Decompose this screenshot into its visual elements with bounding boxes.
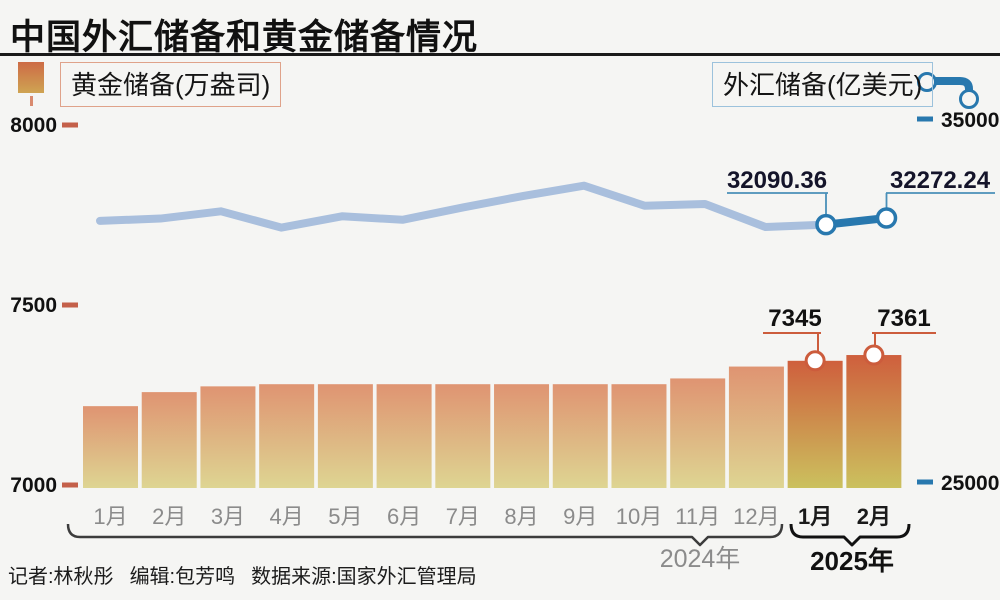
gold-callout-line-12 xyxy=(763,332,821,353)
forex-legend-line-icon xyxy=(932,77,973,94)
source-credit: 数据来源:国家外汇管理局 xyxy=(251,566,477,588)
gold-bar-1 xyxy=(141,392,197,488)
forex-line-2024 xyxy=(96,181,830,232)
forex-callout-line-12 xyxy=(727,192,828,217)
gold-bar-2 xyxy=(200,386,256,488)
gold-bar-6 xyxy=(435,384,491,488)
forex-marker-13 xyxy=(875,207,898,229)
editor-credit: 编辑:包芳鸣 xyxy=(129,566,236,588)
month-label-12: 1月 xyxy=(798,504,832,529)
gold-marker-13 xyxy=(863,344,885,366)
month-label-0: 1月 xyxy=(93,504,127,529)
title-divider xyxy=(0,53,1000,56)
gold-bar-8 xyxy=(552,384,608,488)
gold-bar-13 xyxy=(846,355,902,488)
month-label-4: 5月 xyxy=(328,504,362,529)
gold-bar-11 xyxy=(728,366,784,488)
year-label-2024: 2024年 xyxy=(660,545,741,573)
forex-callout-line-13 xyxy=(885,192,995,211)
month-label-9: 10月 xyxy=(616,504,662,529)
left-axis-label-7000: 7000 xyxy=(10,474,57,497)
forex-value-label-13: 32272.24 xyxy=(890,167,991,194)
gold-marker-12 xyxy=(804,350,826,372)
forex-legend-label: 外汇储备(亿美元) xyxy=(712,62,934,107)
gold-bar-9 xyxy=(611,384,667,488)
month-label-1: 2月 xyxy=(152,504,186,529)
forex-value-label-12: 32090.36 xyxy=(727,167,827,194)
month-label-8: 9月 xyxy=(563,504,597,529)
month-label-2: 3月 xyxy=(211,504,245,529)
reporter-credit: 记者:林秋彤 xyxy=(8,566,114,588)
right-axis-label-35000: 35000 xyxy=(941,109,999,132)
gold-legend-label: 黄金储备(万盎司) xyxy=(60,62,282,107)
gold-bar-0 xyxy=(83,406,138,488)
month-label-10: 11月 xyxy=(675,504,720,529)
gold-bar-5 xyxy=(376,384,432,488)
right-axis-label-25000: 25000 xyxy=(941,472,999,495)
gold-swatch-tick-icon xyxy=(30,96,33,106)
gold-bar-3 xyxy=(259,384,315,488)
left-axis-label-8000: 8000 xyxy=(10,114,57,137)
month-label-5: 6月 xyxy=(387,504,421,529)
gold-bar-4 xyxy=(317,384,373,488)
gold-callout-line-13 xyxy=(872,332,936,348)
gold-legend xyxy=(18,62,44,106)
month-label-13: 2月 xyxy=(857,504,891,529)
month-label-7: 8月 xyxy=(504,504,538,529)
page-title: 中国外汇储备和黄金储备情况 xyxy=(10,18,479,57)
forex-legend-marker-icon xyxy=(959,89,979,109)
month-label-6: 7月 xyxy=(446,504,480,529)
left-axis-label-7500: 7500 xyxy=(10,294,57,317)
gold-value-label-12: 7345 xyxy=(768,305,821,332)
year-bracket-2024 xyxy=(66,523,784,547)
gold-value-label-13: 7361 xyxy=(877,305,930,332)
year-bracket-2025 xyxy=(789,523,911,547)
forex-legend-marker-icon xyxy=(917,72,937,92)
year-label-2025: 2025年 xyxy=(810,546,894,576)
gold-bar-7 xyxy=(494,384,550,488)
credits-footer: 记者:林秋彤 编辑:包芳鸣 数据来源:国家外汇管理局 xyxy=(8,560,493,589)
gold-bar-10 xyxy=(670,378,726,488)
month-label-11: 12月 xyxy=(733,504,779,529)
month-label-3: 4月 xyxy=(270,504,304,529)
gold-bar-12 xyxy=(787,360,843,488)
forex-marker-12 xyxy=(815,213,837,236)
gold-gradient-swatch-icon xyxy=(18,62,44,93)
